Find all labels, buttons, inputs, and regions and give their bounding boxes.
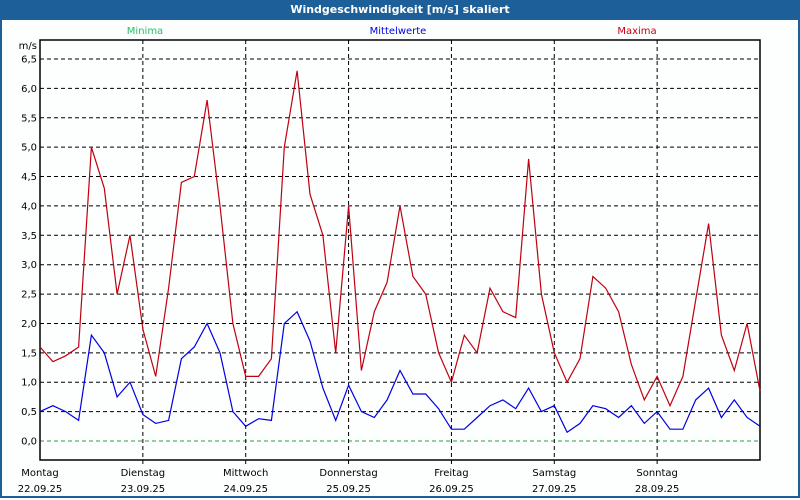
y-tick-label: 2,5 <box>21 290 37 301</box>
y-tick-label: 5,5 <box>21 113 37 124</box>
day-date-label: 25.09.25 <box>326 484 371 495</box>
day-name-label: Donnerstag <box>319 468 377 479</box>
day-name-label: Freitag <box>434 468 468 479</box>
y-tick-label: 6,0 <box>21 84 37 95</box>
day-date-label: 24.09.25 <box>223 484 268 495</box>
y-axis-unit: m/s <box>19 41 37 52</box>
y-tick-label: 3,5 <box>21 231 37 242</box>
day-name-label: Samstag <box>532 468 576 479</box>
legend-minima: Minima <box>127 26 163 37</box>
y-tick-label: 0,5 <box>21 407 37 418</box>
day-date-label: 26.09.25 <box>429 484 474 495</box>
day-name-label: Mittwoch <box>223 468 268 479</box>
day-date-label: 28.09.25 <box>635 484 680 495</box>
series-line-maxima <box>39 70 761 408</box>
day-date-label: 23.09.25 <box>121 484 166 495</box>
y-tick-label: 3,0 <box>21 260 37 271</box>
day-date-label: 27.09.25 <box>532 484 577 495</box>
day-name-label: Montag <box>21 468 58 479</box>
y-tick-label: 4,0 <box>21 201 37 212</box>
y-tick-label: 2,0 <box>21 319 37 330</box>
day-date-label: 22.09.25 <box>18 484 63 495</box>
y-tick-label: 1,0 <box>21 378 37 389</box>
y-tick-label: 6,5 <box>21 55 37 66</box>
y-tick-label: 1,5 <box>21 348 37 359</box>
y-tick-label: 0,0 <box>21 437 37 448</box>
y-tick-label: 5,0 <box>21 143 37 154</box>
legend-maxima: Maxima <box>617 26 656 37</box>
window-title: Windgeschwindigkeit [m/s] skaliert <box>0 0 800 20</box>
plot-frame <box>39 39 761 461</box>
day-name-label: Sonntag <box>636 468 678 479</box>
day-name-label: Dienstag <box>121 468 166 479</box>
legend-mittelwerte: Mittelwerte <box>370 26 427 37</box>
y-tick-label: 4,5 <box>21 172 37 183</box>
series-line-mittelwerte <box>39 310 761 434</box>
